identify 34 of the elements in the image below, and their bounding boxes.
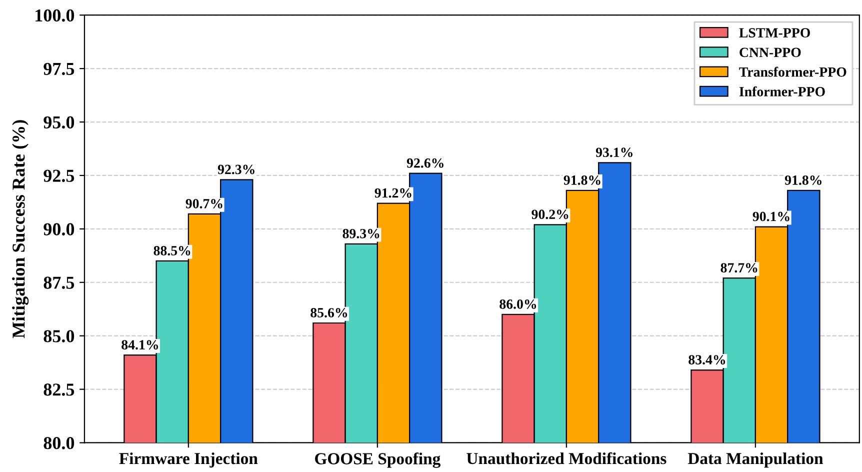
y-tick-label: 100.0 xyxy=(36,9,74,22)
y-tick-label: 97.5 xyxy=(44,62,74,76)
data-label: 87.7% xyxy=(720,263,758,273)
data-label: 91.2% xyxy=(374,188,412,198)
y-tick-label: 95.0 xyxy=(44,116,74,129)
data-label: 92.6% xyxy=(406,158,444,168)
x-tick-label: Data Manipulation xyxy=(688,452,824,468)
y-tick-label: 82.5 xyxy=(44,384,74,396)
data-label: 93.1% xyxy=(596,148,632,158)
legend-label: Informer-PPO xyxy=(739,86,825,96)
data-label: 90.1% xyxy=(752,212,790,222)
data-label: 83.4% xyxy=(688,355,726,364)
data-label: 89.3% xyxy=(342,228,380,238)
legend-label: LSTM-PPO xyxy=(739,28,810,38)
y-tick-label: 87.5 xyxy=(44,276,74,289)
data-label: 92.3% xyxy=(218,164,254,174)
data-label: 86.0% xyxy=(500,299,536,309)
x-tick-label: Unauthorized Modifications xyxy=(466,452,666,464)
y-tick-label: 90.0 xyxy=(44,223,74,236)
data-label: 90.7% xyxy=(186,198,222,208)
y-tick-label: 92.5 xyxy=(44,170,74,182)
data-label: 90.2% xyxy=(532,210,568,220)
legend-label: Transformer-PPO xyxy=(739,66,846,77)
data-label: 91.8% xyxy=(564,175,600,185)
data-label: 85.6% xyxy=(310,308,348,318)
data-label: 84.1% xyxy=(122,340,158,350)
y-tick-label: 80.0 xyxy=(44,436,74,450)
data-label: 88.5% xyxy=(154,246,190,256)
x-tick-label: GOOSE Spoofing xyxy=(315,452,440,468)
y-axis-title: Mitigation Success Rate (%) xyxy=(12,120,29,338)
data-label: 91.8% xyxy=(784,175,822,185)
x-tick-label: Firmware Injection xyxy=(119,452,258,468)
y-tick-label: 85.0 xyxy=(44,330,74,342)
legend-label: CNN-PPO xyxy=(740,48,801,58)
